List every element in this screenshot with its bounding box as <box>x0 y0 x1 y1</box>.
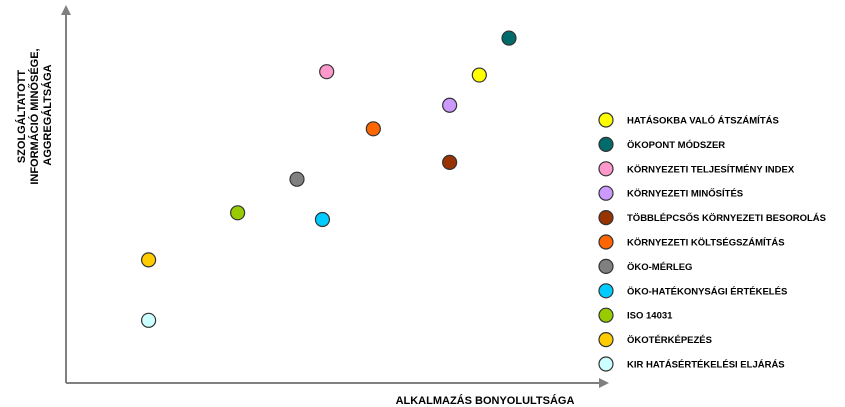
data-point-iso-14031 <box>230 205 246 221</box>
legend-item: KÖRNYEZETI MINŐSÍTÉS <box>598 185 743 201</box>
legend-label: ÖKOPONT MÓDSZER <box>627 139 725 151</box>
legend-marker <box>598 210 614 226</box>
legend-item: ÖKO-HATÉKONYSÁGI ÉRTÉKELÉS <box>598 283 787 299</box>
data-point-oko-hatekonysagi-ertekeles <box>314 211 331 228</box>
legend-marker <box>598 185 614 201</box>
legend-label: KÖRNYEZETI MINŐSÍTÉS <box>627 188 743 200</box>
legend-marker <box>598 112 614 128</box>
legend-label: ÖKOTÉRKÉPEZÉS <box>627 335 712 346</box>
legend-item: HATÁSOKBA VALÓ ÁTSZÁMÍTÁS <box>598 112 779 128</box>
legend-item: KÖRNYEZETI KÖLTSÉGSZÁMÍTÁS <box>598 234 785 250</box>
legend: HATÁSOKBA VALÓ ÁTSZÁMÍTÁS ÖKOPONT MÓDSZER… <box>598 112 826 372</box>
legend-label: HATÁSOKBA VALÓ ÁTSZÁMÍTÁS <box>627 115 779 127</box>
axes <box>61 5 609 388</box>
data-point-hatasokba-valo-atszamitas <box>471 67 487 83</box>
y-axis-label-line-1: SZOLGÁLTATOTT <box>15 70 28 164</box>
legend-item: ÖKOPONT MÓDSZER <box>598 136 725 152</box>
x-axis-label: ALKALMAZÁS BONYOLULTSÁGA <box>396 394 575 407</box>
legend-marker <box>598 234 614 250</box>
legend-label: TÖBBLÉPCSŐS KÖRNYEZETI BESOROLÁS <box>627 212 826 224</box>
legend-label: KIR HATÁSÉRTÉKELÉSI ELJÁRÁS <box>627 360 785 371</box>
legend-label: KÖRNYEZETI TELJESÍTMÉNY INDEX <box>627 164 795 175</box>
data-point-tobblepcsos-kornyezeti-besorolas <box>442 154 458 170</box>
data-point-okoterkepezes <box>141 252 157 268</box>
legend-label: ÖKO-MÉRLEG <box>627 262 692 273</box>
data-point-kornyezeti-teljesitmeny-index <box>319 64 335 80</box>
legend-marker <box>598 332 614 348</box>
data-point-kir-hatasertekelesi-eljaras <box>141 312 157 328</box>
legend-marker <box>598 307 614 323</box>
data-point-kornyezeti-koltsegszamitas <box>365 121 381 137</box>
data-point-okopont-modszer <box>501 30 517 46</box>
legend-marker <box>598 136 614 152</box>
legend-item: ÖKO-MÉRLEG <box>598 258 692 274</box>
legend-label: KÖRNYEZETI KÖLTSÉGSZÁMÍTÁS <box>627 238 785 249</box>
legend-marker <box>598 283 614 299</box>
legend-item: TÖBBLÉPCSŐS KÖRNYEZETI BESOROLÁS <box>598 210 826 226</box>
data-points <box>141 30 517 328</box>
y-axis-label: SZOLGÁLTATOTT INFORMÁCIÓ MINŐSÉGE, AGGRE… <box>15 45 54 184</box>
legend-item: KÖRNYEZETI TELJESÍTMÉNY INDEX <box>598 161 795 177</box>
legend-label: ISO 14031 <box>627 311 673 322</box>
y-axis-label-line-3: AGGREGÁLTSÁGA <box>41 64 54 165</box>
legend-label: ÖKO-HATÉKONYSÁGI ÉRTÉKELÉS <box>627 286 787 297</box>
legend-marker <box>598 161 614 177</box>
data-point-oko-merleg <box>289 171 305 187</box>
y-axis-label-line-2: INFORMÁCIÓ MINŐSÉGE, <box>28 48 41 184</box>
legend-marker <box>598 356 614 372</box>
legend-item: ISO 14031 <box>598 307 673 323</box>
legend-item: ÖKOTÉRKÉPEZÉS <box>598 332 712 348</box>
legend-item: KIR HATÁSÉRTÉKELÉSI ELJÁRÁS <box>598 356 785 372</box>
data-point-kornyezeti-minosites <box>442 97 458 113</box>
legend-marker <box>598 258 614 274</box>
